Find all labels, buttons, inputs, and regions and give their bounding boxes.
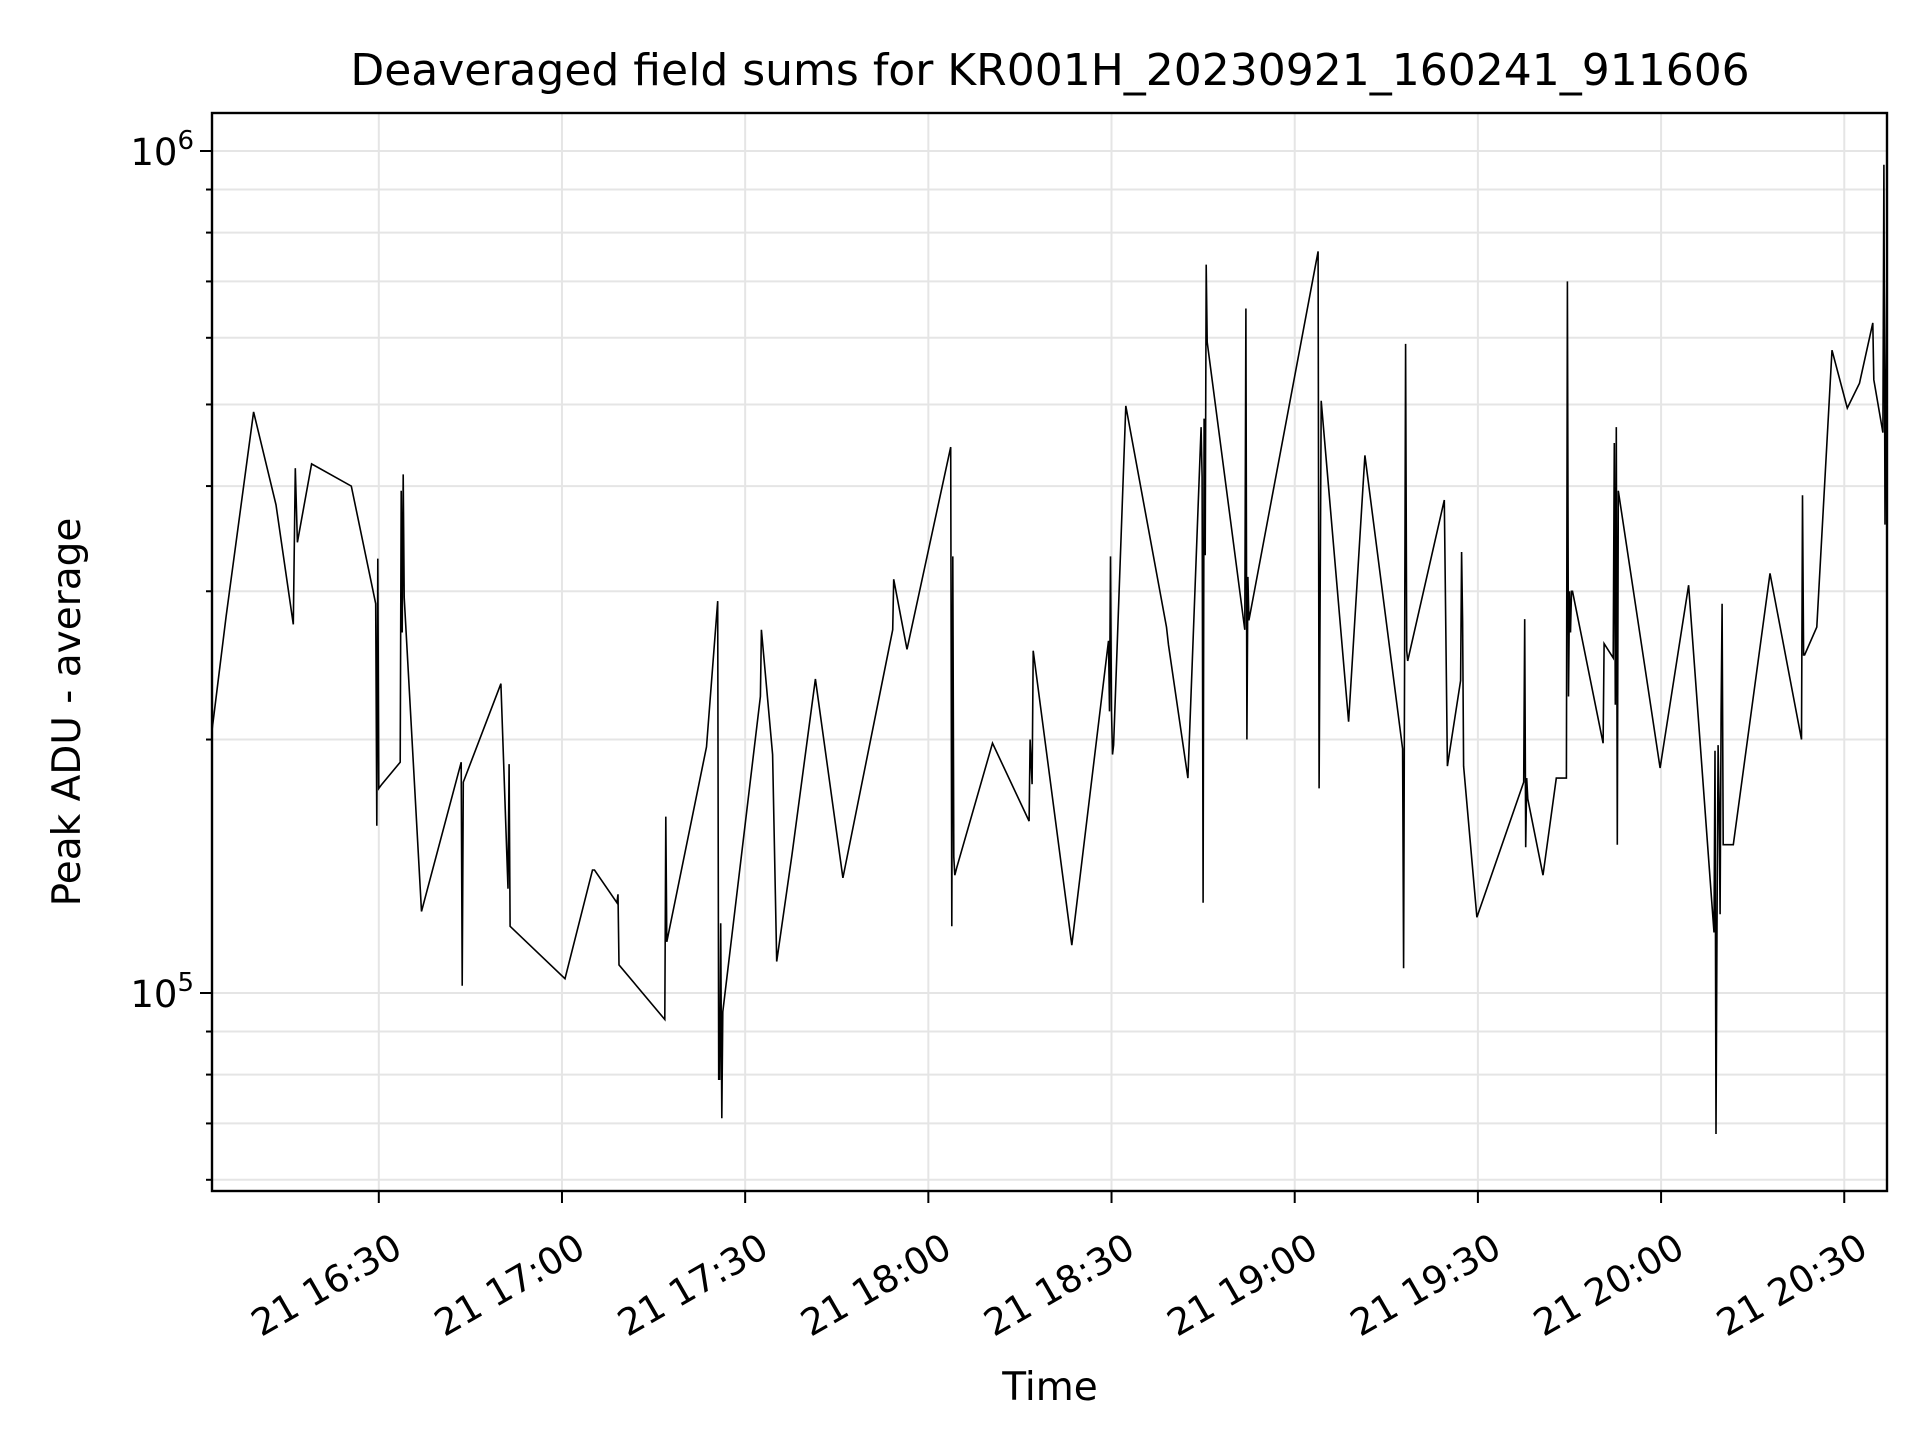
y-tick-label-exponent: 6 [177, 126, 194, 156]
grid-lines [212, 113, 1887, 1191]
series-layer [212, 164, 1887, 1135]
chart-title: Deaveraged field sums for KR001H_2023092… [350, 45, 1749, 96]
y-tick-label: 106 [130, 126, 194, 174]
y-tick-label: 105 [130, 968, 194, 1016]
series-line [212, 164, 1887, 1135]
y-tick-label-base: 10 [130, 973, 177, 1016]
y-tick-label-exponent: 5 [177, 968, 194, 998]
y-tick-label-base: 10 [130, 131, 177, 174]
plot-area-frame [210, 111, 1889, 1193]
x-axis-label: Time [1001, 1365, 1097, 1410]
y-axis-label: Peak ADU - average [45, 518, 90, 907]
